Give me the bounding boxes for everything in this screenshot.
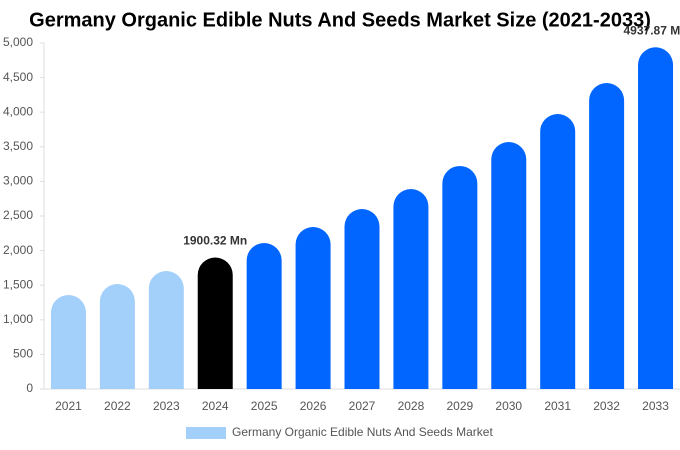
data-label: 1900.32 Mn: [183, 234, 247, 248]
x-tick-label: 2024: [202, 399, 229, 413]
x-tick-label: 2028: [398, 399, 425, 413]
data-label: 4937.87 Mn: [624, 23, 680, 37]
x-tick-label: 2026: [300, 399, 327, 413]
x-tick-label: 2023: [153, 399, 180, 413]
y-tick-label: 3,000: [3, 174, 33, 188]
bar: [99, 284, 135, 389]
x-tick-label: 2021: [55, 399, 82, 413]
y-tick-label: 2,000: [3, 243, 33, 257]
y-tick-label: 4,500: [3, 70, 33, 84]
x-tick-label: 2032: [593, 399, 620, 413]
bar: [540, 113, 576, 389]
chart-title: Germany Organic Edible Nuts And Seeds Ma…: [29, 9, 651, 31]
bar: [197, 257, 233, 389]
bar: [246, 242, 282, 389]
y-tick-label: 4,000: [3, 104, 33, 118]
legend-label: Germany Organic Edible Nuts And Seeds Ma…: [232, 425, 493, 439]
y-tick-label: 3,500: [3, 139, 33, 153]
bar: [491, 142, 527, 389]
bar: [393, 189, 429, 389]
bar: [50, 295, 86, 389]
bar: [638, 47, 674, 390]
bar: [589, 82, 625, 390]
bar: [148, 271, 184, 389]
x-tick-label: 2030: [495, 399, 522, 413]
x-tick-label: 2031: [544, 399, 571, 413]
y-tick-label: 5,000: [3, 35, 33, 49]
x-tick-label: 2027: [349, 399, 376, 413]
y-tick-label: 0: [26, 381, 33, 395]
x-tick-label: 2025: [251, 399, 278, 413]
legend-swatch: [186, 427, 226, 439]
x-tick-label: 2033: [642, 399, 669, 413]
y-tick-label: 1,500: [3, 277, 33, 291]
y-tick-label: 500: [13, 347, 33, 361]
bar: [295, 227, 331, 389]
y-tick-label: 2,500: [3, 208, 33, 222]
x-tick-label: 2029: [446, 399, 473, 413]
bar: [344, 209, 380, 389]
y-tick-label: 1,000: [3, 312, 33, 326]
x-tick-label: 2022: [104, 399, 131, 413]
bar: [442, 165, 478, 389]
